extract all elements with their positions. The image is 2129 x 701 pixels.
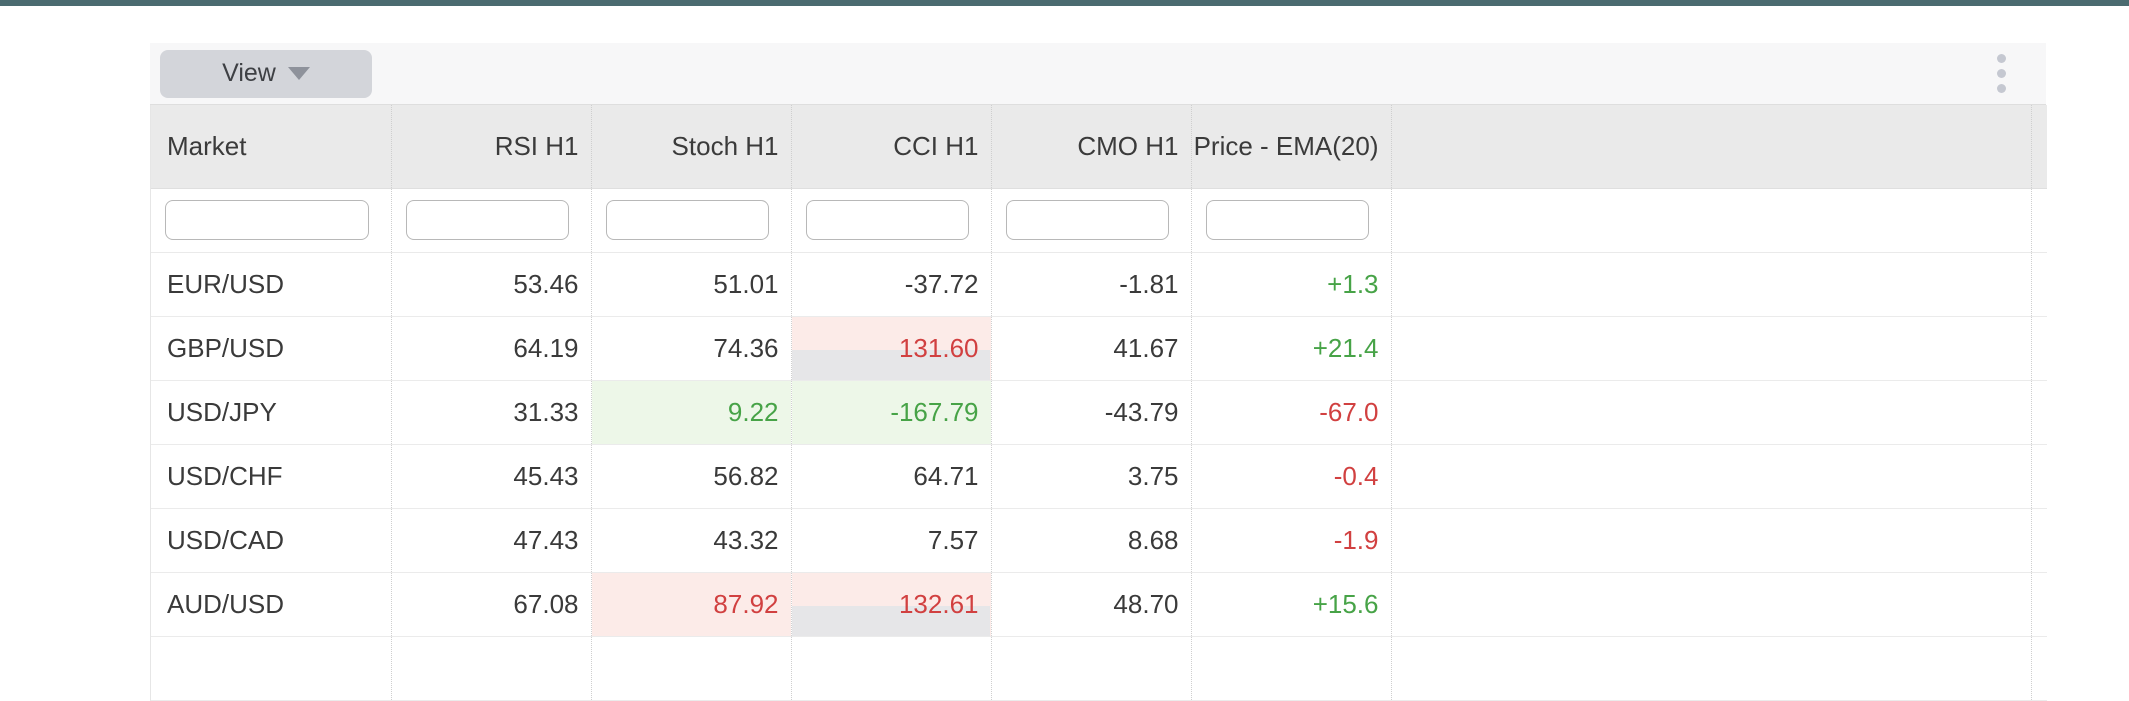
price-ema-cell: +15.6: [1191, 572, 1392, 637]
filter-input-price-ema[interactable]: [1205, 200, 1369, 240]
cci-gauge-bar: [791, 605, 990, 636]
cci-cell: 132.61: [791, 572, 992, 637]
market-screener-widget: View Market RSI H1 Stoch H1 CCI H1 CMO H…: [150, 43, 2047, 701]
filter-input-market[interactable]: [165, 200, 369, 240]
cmo-cell: 48.70: [991, 572, 1192, 637]
rsi-cell: 67.08: [391, 572, 592, 637]
cci-cell: 7.57: [791, 508, 992, 573]
market-cell[interactable]: EUR/USD: [151, 252, 392, 317]
chevron-down-icon: [287, 67, 310, 80]
stoch-cell: 9.22: [591, 380, 792, 445]
table-row: USD/JPY 31.33 9.22 -167.79 -43.79 -67.0: [151, 380, 2047, 445]
column-header-rsi-h1[interactable]: RSI H1: [391, 105, 592, 189]
market-cell[interactable]: USD/JPY: [151, 380, 392, 445]
view-dropdown-button[interactable]: View: [160, 49, 372, 98]
column-header-stoch-h1[interactable]: Stoch H1: [591, 105, 792, 189]
filter-input-cci[interactable]: [805, 200, 969, 240]
table-row: USD/CHF 45.43 56.82 64.71 3.75 -0.4: [151, 444, 2047, 509]
cci-cell: 64.71: [791, 444, 992, 509]
filter-input-rsi[interactable]: [405, 200, 569, 240]
market-cell[interactable]: GBP/USD: [151, 316, 392, 381]
table-row-partial: [151, 636, 2047, 701]
column-header-cmo-h1[interactable]: CMO H1: [991, 105, 1192, 189]
kebab-menu-icon[interactable]: [1991, 48, 2012, 99]
price-ema-cell: -1.9: [1191, 508, 1392, 573]
stoch-cell: 74.36: [591, 316, 792, 381]
cmo-cell: 3.75: [991, 444, 1192, 509]
rsi-cell: 53.46: [391, 252, 592, 317]
screener-table-container: Market RSI H1 Stoch H1 CCI H1 CMO H1 Pri…: [150, 105, 2047, 701]
table-row: USD/CAD 47.43 43.32 7.57 8.68 -1.9: [151, 508, 2047, 573]
market-cell[interactable]: USD/CAD: [151, 508, 392, 573]
filter-input-stoch[interactable]: [605, 200, 769, 240]
cci-gauge-bar: [791, 349, 990, 380]
stoch-cell: 43.32: [591, 508, 792, 573]
cmo-cell: 41.67: [991, 316, 1192, 381]
stoch-cell: 51.01: [591, 252, 792, 317]
filter-row: [151, 188, 2047, 253]
screener-toolbar: View: [150, 43, 2046, 105]
column-header-filler: [1391, 105, 2032, 189]
table-row: EUR/USD 53.46 51.01 -37.72 -1.81 +1.3: [151, 252, 2047, 317]
cmo-cell: 8.68: [991, 508, 1192, 573]
page-top-accent-bar: [0, 0, 2129, 6]
stoch-cell: 56.82: [591, 444, 792, 509]
stoch-cell: 87.92: [591, 572, 792, 637]
filter-input-cmo[interactable]: [1005, 200, 1169, 240]
table-row: GBP/USD 64.19 74.36 131.60 41.67 +21.4: [151, 316, 2047, 381]
view-button-label: View: [222, 59, 276, 87]
header-row: Market RSI H1 Stoch H1 CCI H1 CMO H1 Pri…: [151, 105, 2047, 189]
price-ema-cell: -0.4: [1191, 444, 1392, 509]
rsi-cell: 31.33: [391, 380, 592, 445]
column-header-market[interactable]: Market: [151, 105, 392, 189]
market-cell[interactable]: AUD/USD: [151, 572, 392, 637]
price-ema-cell: +21.4: [1191, 316, 1392, 381]
price-ema-cell: -67.0: [1191, 380, 1392, 445]
rsi-cell: 45.43: [391, 444, 592, 509]
market-cell[interactable]: USD/CHF: [151, 444, 392, 509]
rsi-cell: 47.43: [391, 508, 592, 573]
rsi-cell: 64.19: [391, 316, 592, 381]
cmo-cell: -43.79: [991, 380, 1192, 445]
cci-cell: -167.79: [791, 380, 992, 445]
column-header-cci-h1[interactable]: CCI H1: [791, 105, 992, 189]
column-header-end-spacer: [2031, 105, 2047, 189]
column-header-price-ema20[interactable]: Price - EMA(20): [1191, 105, 1392, 189]
screener-table: Market RSI H1 Stoch H1 CCI H1 CMO H1 Pri…: [151, 105, 2047, 701]
cmo-cell: -1.81: [991, 252, 1192, 317]
table-row: AUD/USD 67.08 87.92 132.61 48.70 +15.6: [151, 572, 2047, 637]
price-ema-cell: +1.3: [1191, 252, 1392, 317]
cci-cell: -37.72: [791, 252, 992, 317]
cci-cell: 131.60: [791, 316, 992, 381]
